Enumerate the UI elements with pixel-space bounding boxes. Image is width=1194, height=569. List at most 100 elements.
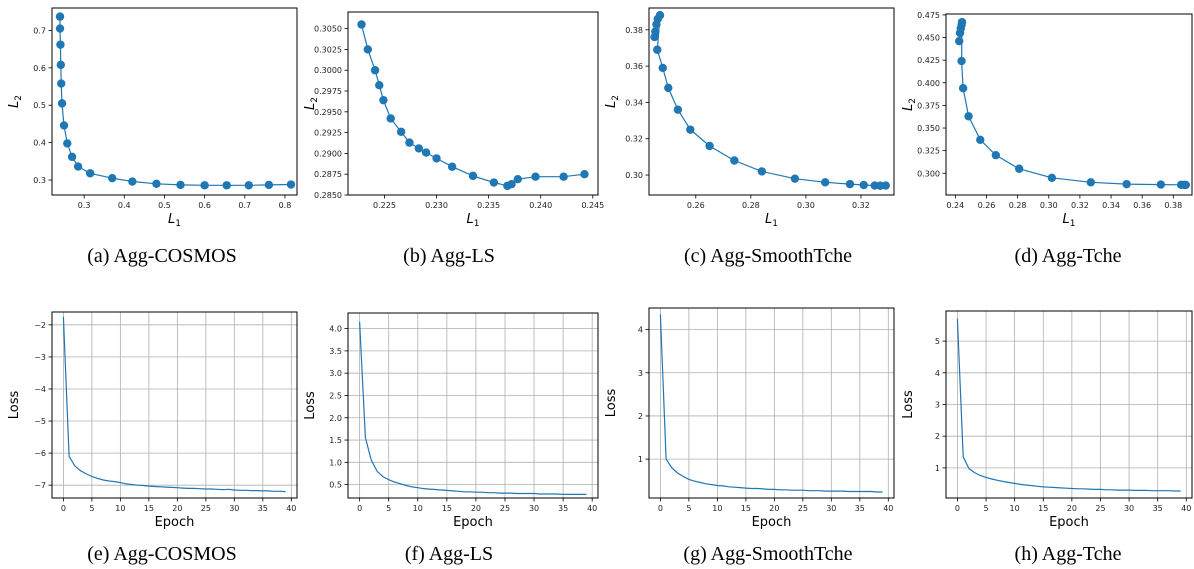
data-point [56, 60, 66, 70]
data-point [379, 95, 388, 105]
x-tick-label: 25 [1095, 504, 1105, 513]
data-point [386, 114, 395, 123]
chart-panel-6: 0 5 10 15 20 25 30 35 40 0.5 1.0 1.5 2.0 2.5 3.0 3.5 4.0… [303, 312, 599, 565]
series-line [359, 321, 587, 495]
data-point [63, 139, 72, 148]
x-tick-label: 0.32 [852, 201, 870, 210]
x-tick-label: 40 [1181, 504, 1191, 513]
y-tick-label: −2 [34, 321, 46, 330]
panel-caption: (d) Agg-Tche [1015, 245, 1122, 267]
x-tick-label: 30 [529, 504, 539, 513]
x-tick-label: 0.240 [529, 201, 552, 210]
data-point [859, 180, 868, 190]
data-point [1156, 180, 1166, 189]
x-tick-label: 0.7 [238, 201, 251, 210]
y-axis-label: Loss [901, 390, 916, 419]
x-tick-label: 25 [500, 504, 510, 513]
y-tick-label: 0.38 [625, 26, 643, 35]
x-tick-label: 20 [1067, 504, 1077, 513]
data-point [958, 84, 968, 93]
data-point [1047, 173, 1057, 183]
chart-panel-1: 0.3 0.4 0.5 0.6 0.7 0.8 0.3 0.4 0.5 0.6 0.7 L1 L2 (a)… [7, 7, 298, 267]
data-point [73, 162, 83, 171]
plot-frame [347, 312, 599, 499]
x-tick-label: 15 [1038, 504, 1048, 513]
y-tick-label: 2 [935, 432, 940, 441]
y-tick-label: 5 [935, 337, 940, 346]
x-tick-label: 0.30 [1040, 201, 1058, 210]
data-point [881, 181, 890, 190]
data-point [580, 170, 589, 179]
data-point [67, 152, 77, 162]
x-tick-label: 0.28 [1009, 201, 1027, 210]
data-point [414, 144, 424, 153]
series-line [62, 316, 286, 493]
y-tick-label: 1 [935, 464, 940, 473]
y-tick-label: 0.450 [917, 34, 940, 43]
data-point [59, 121, 69, 130]
x-tick-label: 0.5 [158, 201, 171, 210]
x-tick-label: 0 [658, 504, 663, 513]
data-point [264, 180, 274, 190]
y-tick-label: 0.5 [329, 481, 342, 490]
chart-panel-4: 0.24 0.26 0.28 0.30 0.32 0.34 0.36 0.38 0.300 0.3… [901, 11, 1193, 267]
y-tick-label: 0.36 [625, 62, 643, 71]
y-tick-label: 0.6 [33, 64, 46, 73]
x-tick-label: 20 [769, 504, 779, 513]
y-tick-label: 4.0 [329, 325, 342, 334]
x-tick-label: 0 [357, 504, 362, 513]
x-tick-label: 0.6 [198, 201, 211, 210]
data-point [531, 172, 540, 181]
x-tick-label: 0.225 [373, 201, 396, 210]
y-tick-label: −4 [34, 385, 46, 394]
data-point [1014, 164, 1024, 173]
data-point [152, 179, 161, 188]
y-tick-label: 0.300 [917, 169, 940, 178]
y-tick-label: −3 [34, 353, 46, 362]
y-tick-label: 0.3025 [314, 45, 342, 54]
x-tick-label: 5 [386, 504, 391, 513]
data-point [128, 177, 137, 186]
x-tick-label: 25 [798, 504, 808, 513]
x-tick-label: 20 [172, 504, 182, 513]
y-tick-label: 4 [935, 369, 940, 378]
x-tick-label: 0 [955, 504, 960, 513]
y-tick-label: 0.4 [33, 139, 46, 148]
x-tick-label: 5 [89, 504, 94, 513]
plot-frame [51, 7, 298, 196]
y-tick-label: 0.30 [625, 171, 643, 180]
y-tick-label: 2.0 [329, 414, 342, 423]
x-tick-label: 0.26 [687, 201, 705, 210]
y-tick-label: 3.0 [329, 369, 342, 378]
x-axis-label: L1 [765, 212, 778, 229]
data-point [655, 11, 665, 20]
x-tick-label: 35 [1153, 504, 1163, 513]
x-tick-label: 0.34 [1102, 201, 1120, 210]
data-point [790, 174, 800, 183]
y-tick-label: 2.5 [329, 391, 342, 400]
x-tick-label: 25 [201, 504, 211, 513]
x-tick-label: 5 [983, 504, 988, 513]
data-point [653, 45, 662, 54]
data-point [730, 156, 739, 165]
x-tick-label: 40 [883, 504, 893, 513]
x-tick-label: 35 [558, 504, 568, 513]
x-tick-label: 10 [115, 504, 125, 513]
series-line [59, 16, 292, 186]
data-point [363, 45, 372, 54]
y-tick-label: 0.2975 [314, 87, 342, 96]
data-point [200, 181, 209, 190]
x-tick-label: 30 [826, 504, 836, 513]
y-tick-label: 0.2950 [314, 108, 342, 117]
y-tick-label: 0.2875 [314, 170, 342, 179]
data-point [421, 148, 431, 157]
y-tick-label: 0.2900 [314, 149, 342, 158]
x-tick-label: 20 [471, 504, 481, 513]
data-point [991, 150, 1001, 160]
y-tick-label: 0.475 [917, 11, 940, 20]
data-point [673, 105, 683, 114]
x-tick-label: 0.28 [742, 201, 760, 210]
plot-frame [648, 307, 895, 499]
y-tick-label: 0.350 [917, 124, 940, 133]
